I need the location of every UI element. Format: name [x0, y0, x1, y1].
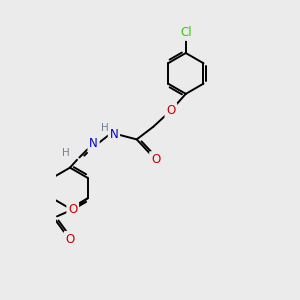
Text: O: O	[68, 203, 77, 216]
Text: N: N	[110, 128, 118, 141]
Text: H: H	[62, 148, 70, 158]
Text: N: N	[89, 137, 98, 150]
Text: O: O	[65, 232, 75, 246]
Text: O: O	[151, 153, 160, 166]
Text: H: H	[101, 123, 109, 133]
Text: Cl: Cl	[180, 26, 192, 39]
Text: O: O	[166, 104, 176, 117]
